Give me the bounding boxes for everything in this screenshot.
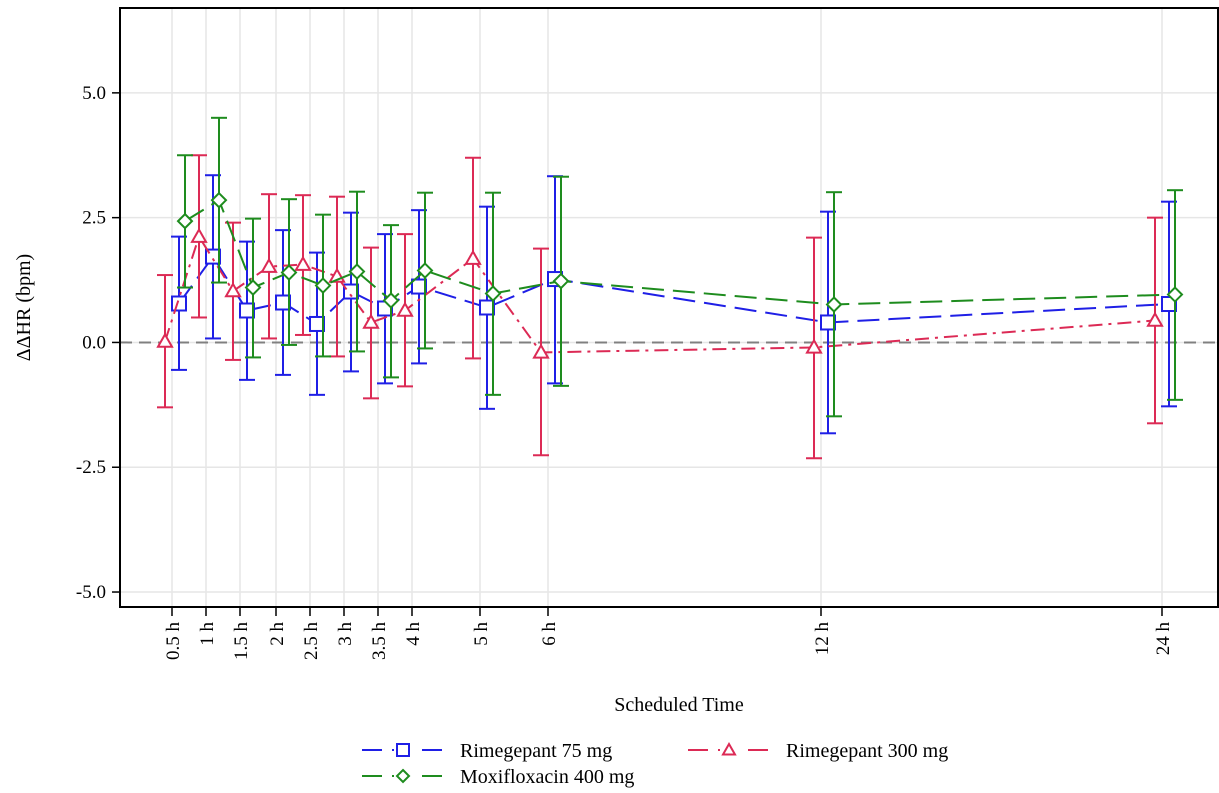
x-tick-label: 24 h	[1153, 622, 1174, 656]
series-line	[178, 254, 1170, 326]
y-tick-label: -2.5	[76, 457, 106, 478]
x-tick-label: 12 h	[812, 622, 833, 656]
diamond-marker	[176, 212, 194, 230]
x-tick-label: 2 h	[267, 622, 288, 646]
triangle-marker	[1146, 311, 1164, 327]
diamond-marker	[395, 768, 411, 784]
x-axis: 0.5 h 1 h 1.5 h 2 h 2.5 h 3 h 3.5 h 4 h 5 h 6 h 12…	[163, 607, 1174, 660]
square-marker	[239, 302, 255, 319]
triangle-marker	[721, 741, 737, 756]
y-tick-label: 0.0	[82, 332, 106, 353]
legend-item: Rimegepant 75 mg	[362, 740, 612, 762]
triangle-marker	[224, 282, 242, 298]
y-axis: 5.0 2.5 0.0 -2.5 -5.0	[76, 83, 120, 603]
square-marker	[820, 314, 836, 331]
square-marker	[396, 743, 410, 757]
legend-item: Moxifloxacin 400 mg	[362, 766, 634, 788]
triangle-marker	[464, 249, 482, 265]
triangle-marker	[532, 343, 550, 359]
series-line	[164, 234, 1156, 354]
diamond-marker	[484, 285, 502, 302]
legend-label: Rimegepant 75 mg	[460, 740, 612, 762]
x-tick-label: 1.5 h	[231, 622, 252, 661]
diamond-marker	[552, 272, 570, 290]
diamond-marker	[382, 292, 400, 309]
series-rimegepant-300-mg	[156, 154, 1164, 460]
triangle-marker	[156, 332, 174, 348]
x-tick-label: 3 h	[335, 622, 356, 646]
square-marker	[411, 278, 427, 295]
diamond-marker	[348, 263, 366, 280]
gridlines	[120, 8, 1218, 607]
triangle-marker	[294, 255, 312, 271]
legend: Rimegepant 75 mg Rimegepant 300 mg Moxiflo…	[362, 740, 948, 788]
plot-frame	[119, 7, 1219, 608]
x-axis-title: Scheduled Time	[614, 694, 744, 716]
square-marker	[309, 315, 325, 332]
series-moxifloxacin-400-mg	[176, 116, 1184, 418]
x-tick-label: 1 h	[197, 622, 218, 646]
series-line	[184, 198, 1176, 306]
square-marker	[275, 294, 291, 311]
triangle-marker	[260, 257, 278, 273]
square-marker	[171, 295, 187, 312]
y-axis-title: ΔΔHR (bpm)	[13, 254, 35, 361]
triangle-marker	[362, 313, 380, 329]
legend-label: Moxifloxacin 400 mg	[460, 766, 634, 788]
diamond-marker	[210, 191, 228, 209]
x-tick-label: 0.5 h	[163, 622, 184, 661]
legend-item: Rimegepant 300 mg	[688, 740, 948, 762]
legend-label: Rimegepant 300 mg	[786, 740, 948, 762]
y-tick-label: 5.0	[82, 83, 106, 104]
triangle-marker	[805, 338, 823, 354]
x-tick-label: 5 h	[471, 622, 492, 646]
diamond-marker	[825, 296, 843, 313]
diamond-marker	[244, 279, 262, 296]
x-tick-label: 6 h	[539, 622, 560, 646]
diamond-marker	[416, 262, 434, 279]
square-marker	[479, 299, 495, 316]
x-tick-label: 3.5 h	[369, 622, 390, 661]
diamond-marker	[1166, 286, 1184, 303]
triangle-marker	[396, 301, 414, 317]
series-layer	[156, 116, 1184, 460]
x-tick-label: 4 h	[403, 622, 424, 646]
diamond-marker	[280, 264, 298, 281]
y-tick-label: -5.0	[76, 582, 106, 603]
y-tick-label: 2.5	[82, 208, 106, 229]
triangle-marker	[190, 227, 208, 243]
x-tick-label: 2.5 h	[301, 622, 322, 661]
diamond-marker	[314, 277, 332, 294]
